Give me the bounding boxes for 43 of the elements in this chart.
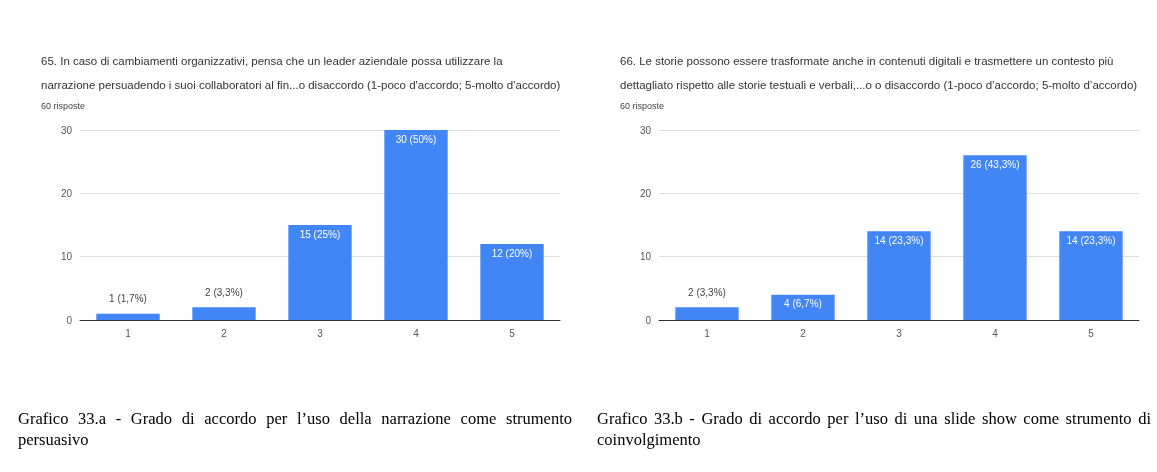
x-tick-label: 4: [992, 327, 999, 339]
chart-title: 65. In caso di cambiamenti organizzativi, pensa che un leader aziendale possa utilizzare la narrazione persuadendo i suoi collaboratori al fin...o disaccordo (1-poco d'accordo; 5-molto d’accordo): [41, 55, 561, 91]
data-label: 14 (23,3%): [1066, 234, 1116, 246]
bar: [867, 231, 931, 320]
y-tick-label: 30: [639, 124, 652, 136]
bar: [675, 307, 739, 320]
x-tick-label: 5: [509, 327, 516, 339]
bar: [963, 155, 1027, 320]
data-label: 14 (23,3%): [874, 234, 924, 246]
data-label: 30 (50%): [395, 133, 437, 145]
bar: [192, 307, 256, 320]
data-label: 15 (25%): [299, 228, 341, 240]
y-tick-label: 20: [639, 187, 652, 199]
data-label: 12 (20%): [491, 247, 533, 259]
bar: [384, 130, 448, 320]
y-tick-label: 10: [639, 251, 652, 263]
bar: [1059, 231, 1123, 320]
chart-subtitle: 60 risposte: [620, 100, 665, 111]
data-label: 4 (6,7%): [784, 298, 822, 310]
text: Grafico 33.b - Grado di accordo per l’uso di una slide show come strumento di coinvolgimento: [597, 408, 1151, 450]
x-tick-label: 1: [704, 327, 711, 339]
text: Grafico 33.a - Grado di accordo per l’uso della narrazione come strumento persuasivo: [18, 408, 572, 450]
data-label: 2 (3,3%): [205, 286, 243, 298]
x-tick-label: 2: [221, 327, 228, 339]
y-tick-label: 20: [60, 187, 73, 199]
x-tick-label: 4: [413, 327, 420, 339]
bar: [480, 244, 544, 320]
x-tick-label: 2: [800, 327, 807, 339]
data-label: 2 (3,3%): [688, 286, 726, 298]
y-tick-label: 30: [60, 124, 73, 136]
chart-subtitle: 60 risposte: [41, 100, 86, 111]
data-label: 1 (1,7%): [109, 293, 147, 305]
x-tick-label: 5: [1088, 327, 1095, 339]
bar: [288, 225, 352, 320]
x-tick-label: 3: [896, 327, 903, 339]
x-tick-label: 1: [125, 327, 132, 339]
y-tick-label: 10: [60, 251, 73, 263]
y-tick-label: 0: [645, 314, 652, 326]
y-tick-label: 0: [66, 314, 73, 326]
chart-title: 66. Le storie possono essere trasformate anche in contenuti digitali e trasmettere un contesto più dettagliato rispetto alle storie testuali e verbali,...o o disaccordo (1-poco d’accordo; 5-molto d’accordo): [620, 55, 1138, 91]
x-tick-label: 3: [317, 327, 324, 339]
data-label: 26 (43,3%): [970, 158, 1020, 170]
bar: [96, 313, 160, 320]
